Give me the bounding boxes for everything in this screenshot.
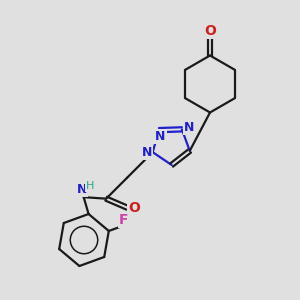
Text: H: H: [86, 181, 94, 191]
Text: N: N: [155, 130, 166, 143]
Text: N: N: [142, 146, 152, 159]
Text: F: F: [119, 213, 128, 227]
Text: N: N: [184, 121, 195, 134]
Text: O: O: [204, 24, 216, 38]
Text: N: N: [77, 183, 87, 196]
Text: O: O: [128, 201, 140, 215]
